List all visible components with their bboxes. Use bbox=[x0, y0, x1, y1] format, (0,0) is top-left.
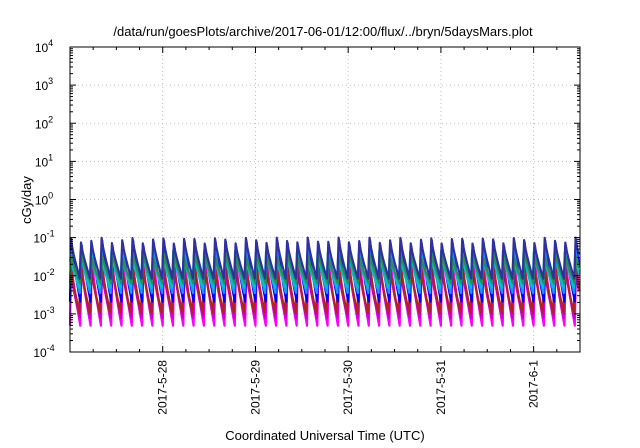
series-line-8 bbox=[69, 236, 580, 280]
y-tick-label: 101 bbox=[35, 152, 53, 169]
x-tick-label: 2017-5-29 bbox=[248, 360, 262, 415]
x-tick-label: 2017-5-28 bbox=[156, 360, 170, 415]
x-tick-label: 2017-5-30 bbox=[341, 360, 355, 415]
x-ticks: 2017-5-28 2017-5-29 2017-5-30 2017-5-31 2017… bbox=[92, 47, 581, 415]
y-tick-label: 102 bbox=[35, 114, 53, 131]
grid bbox=[70, 47, 580, 352]
x-tick-label: 2017-6-1 bbox=[527, 360, 541, 408]
y-tick-label: 10-1 bbox=[33, 229, 54, 246]
y-tick-label: 10-2 bbox=[33, 267, 54, 284]
y-axis-label: cGy/day bbox=[19, 176, 34, 224]
y-tick-label: 103 bbox=[35, 76, 53, 93]
y-tick-label: 104 bbox=[35, 38, 53, 55]
y-tick-label: 100 bbox=[35, 191, 53, 208]
y-ticks: 104 103 102 101 100 10-1 10-2 10-3 10-4 bbox=[33, 38, 580, 360]
x-tick-label: 2017-5-31 bbox=[434, 360, 448, 415]
y-tick-label: 10-4 bbox=[33, 343, 54, 360]
y-tick-label: 10-3 bbox=[33, 305, 54, 322]
series-line-3 bbox=[69, 256, 581, 315]
series-group bbox=[68, 236, 581, 327]
series-line-7 bbox=[68, 251, 581, 285]
x-axis-label: Coordinated Universal Time (UTC) bbox=[225, 428, 424, 443]
chart-title: /data/run/goesPlots/archive/2017-06-01/1… bbox=[113, 24, 533, 39]
